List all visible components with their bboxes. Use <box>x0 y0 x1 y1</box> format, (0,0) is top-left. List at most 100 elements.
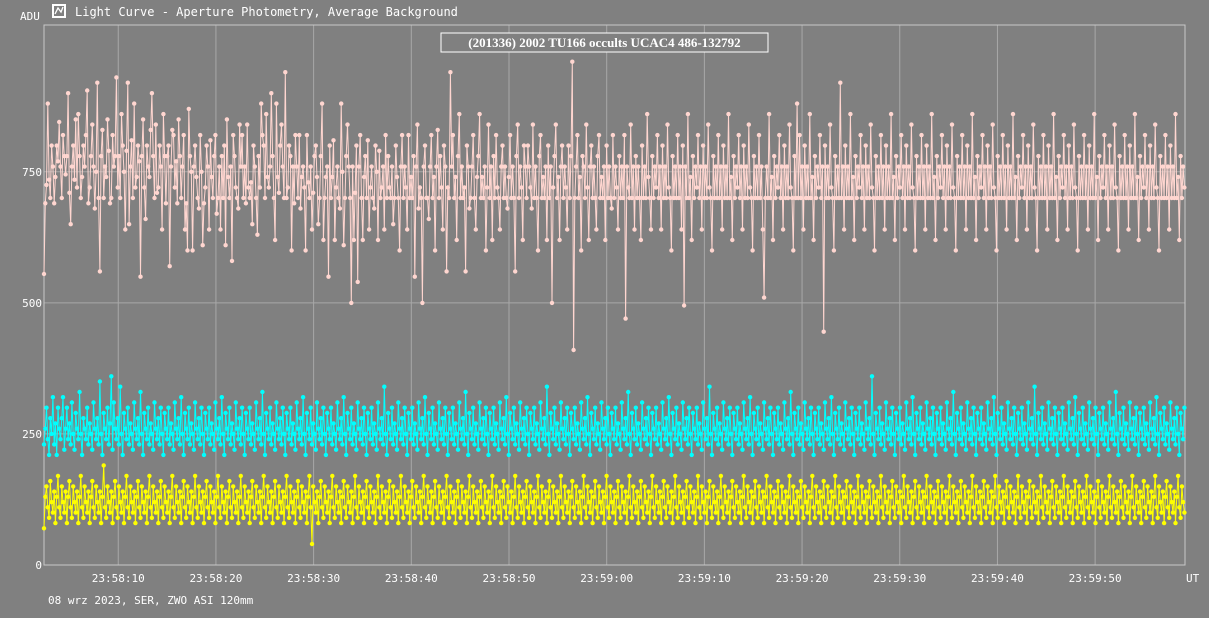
data-point <box>194 174 199 180</box>
data-point <box>803 426 809 431</box>
data-point <box>871 431 876 437</box>
data-point <box>460 416 466 421</box>
data-point <box>529 206 534 211</box>
data-point <box>685 442 691 447</box>
data-point <box>351 494 357 499</box>
data-point <box>697 195 702 201</box>
data-point <box>662 437 668 442</box>
data-point <box>963 499 969 505</box>
data-point <box>330 442 335 447</box>
data-point <box>788 185 793 190</box>
data-point <box>968 416 974 421</box>
data-point <box>1012 489 1017 494</box>
data-point <box>239 505 245 510</box>
data-point <box>739 431 744 437</box>
data-point <box>915 515 920 520</box>
data-point <box>419 520 424 526</box>
data-point <box>882 484 887 489</box>
data-point <box>940 421 946 426</box>
data-point <box>339 416 344 421</box>
data-point <box>1147 510 1153 515</box>
data-point <box>711 410 716 416</box>
data-point <box>425 484 430 489</box>
data-point <box>802 400 807 405</box>
data-point <box>839 195 844 201</box>
data-point <box>168 421 174 426</box>
data-point <box>52 489 57 494</box>
data-point <box>965 143 970 148</box>
data-point <box>525 143 531 148</box>
data-point <box>646 405 651 410</box>
data-point <box>233 185 238 190</box>
data-point <box>576 510 581 515</box>
data-point <box>631 484 636 489</box>
data-point <box>533 442 538 447</box>
data-point <box>189 169 194 174</box>
data-point <box>253 400 259 405</box>
x-tick-label: 23:59:40 <box>971 572 1024 585</box>
data-point <box>96 442 101 447</box>
data-point <box>1142 505 1148 510</box>
data-point <box>59 416 64 421</box>
data-point <box>1008 437 1013 442</box>
data-point <box>60 132 66 138</box>
data-point <box>1071 122 1077 127</box>
data-point <box>1150 520 1155 526</box>
data-point <box>148 421 153 426</box>
data-point <box>862 510 867 515</box>
data-point <box>579 248 584 253</box>
data-point <box>78 195 84 201</box>
data-point <box>660 143 665 148</box>
data-point <box>55 405 61 410</box>
data-point <box>307 473 312 479</box>
data-point <box>427 510 433 515</box>
data-point <box>253 195 259 201</box>
data-point <box>820 494 825 499</box>
data-point <box>815 437 820 442</box>
data-point <box>192 400 198 405</box>
data-point <box>568 410 574 416</box>
data-point <box>501 478 506 484</box>
data-point <box>137 505 142 510</box>
data-point <box>1041 442 1046 447</box>
data-point <box>928 416 933 421</box>
data-point <box>157 143 162 148</box>
data-point <box>182 227 188 232</box>
data-point <box>248 494 254 499</box>
data-point <box>598 499 603 505</box>
data-point <box>351 237 357 243</box>
data-point <box>218 442 223 447</box>
data-point <box>299 174 304 180</box>
data-point <box>443 405 448 410</box>
data-point <box>1007 515 1012 520</box>
data-point <box>269 91 274 96</box>
data-point <box>866 164 871 169</box>
data-point <box>100 452 105 458</box>
data-point <box>848 111 853 117</box>
data-point <box>589 489 594 494</box>
light-curve-app-icon[interactable] <box>52 4 66 18</box>
data-point <box>361 520 367 526</box>
data-point <box>1102 132 1107 138</box>
data-point <box>322 431 327 437</box>
data-point <box>140 452 146 458</box>
data-point <box>678 499 683 505</box>
data-point <box>441 520 447 526</box>
data-point <box>133 185 138 190</box>
data-point <box>493 484 499 489</box>
data-point <box>265 174 270 180</box>
data-point <box>1051 442 1056 447</box>
data-point <box>432 248 438 253</box>
data-point <box>692 489 697 494</box>
data-point <box>962 431 967 437</box>
data-point <box>271 494 277 499</box>
data-point <box>895 499 900 505</box>
data-point <box>1098 426 1103 431</box>
data-point <box>1098 195 1103 201</box>
data-point <box>138 515 143 520</box>
data-point <box>717 421 722 426</box>
data-point <box>218 227 223 232</box>
data-point <box>138 274 143 279</box>
data-point <box>707 478 712 484</box>
data-point <box>648 452 654 458</box>
